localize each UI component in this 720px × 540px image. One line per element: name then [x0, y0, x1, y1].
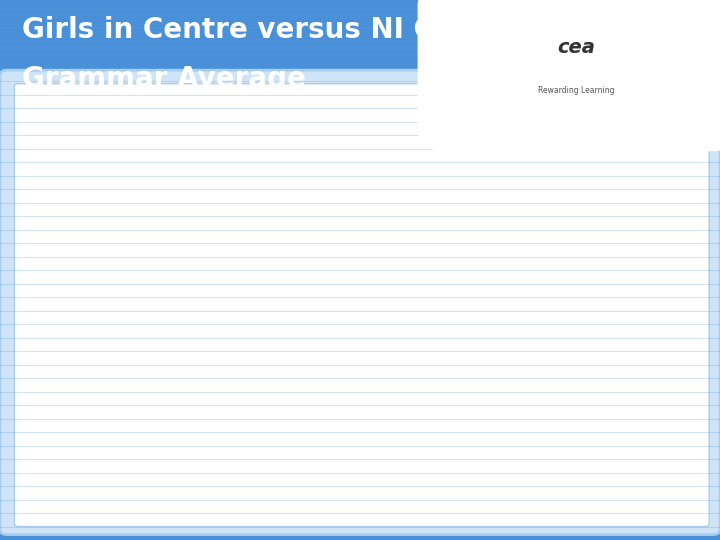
- Bar: [266, 282, 283, 297]
- Bar: [619, 260, 636, 297]
- Bar: [421, 297, 438, 300]
- Text: Grammar Average: Grammar Average: [22, 65, 305, 93]
- Bar: [179, 273, 195, 297]
- Bar: [201, 282, 217, 297]
- Bar: [553, 248, 570, 297]
- Bar: [531, 281, 548, 297]
- Text: cea: cea: [557, 38, 595, 57]
- Bar: [642, 297, 658, 307]
- Bar: [399, 297, 415, 300]
- Bar: [685, 260, 702, 297]
- Bar: [311, 284, 328, 297]
- Bar: [222, 234, 239, 297]
- Bar: [355, 297, 372, 300]
- Bar: [91, 297, 107, 303]
- Bar: [135, 274, 151, 297]
- Text: RED BARS: RED BARS: [288, 164, 347, 174]
- Bar: [289, 297, 305, 300]
- Text: GREEN BARS: GREEN BARS: [288, 141, 363, 152]
- Text: Girls in Centre versus NI Girls: Girls in Centre versus NI Girls: [22, 16, 485, 44]
- Bar: [598, 253, 614, 297]
- Bar: [663, 297, 680, 300]
- Bar: [377, 297, 393, 300]
- Bar: [245, 256, 261, 297]
- Bar: [156, 276, 173, 297]
- Text: - show Above↑ NI average performance: - show Above↑ NI average performance: [356, 141, 568, 152]
- Bar: [112, 286, 129, 297]
- Bar: [509, 273, 526, 297]
- Text: Rewarding Learning: Rewarding Learning: [538, 86, 614, 96]
- Bar: [68, 273, 85, 297]
- Bar: [465, 286, 482, 297]
- Bar: [575, 146, 592, 297]
- Text: - show Below ↓ NI Average performance: - show Below ↓ NI Average performance: [343, 164, 554, 174]
- Bar: [487, 279, 504, 297]
- Bar: [443, 297, 459, 323]
- Bar: [333, 287, 349, 297]
